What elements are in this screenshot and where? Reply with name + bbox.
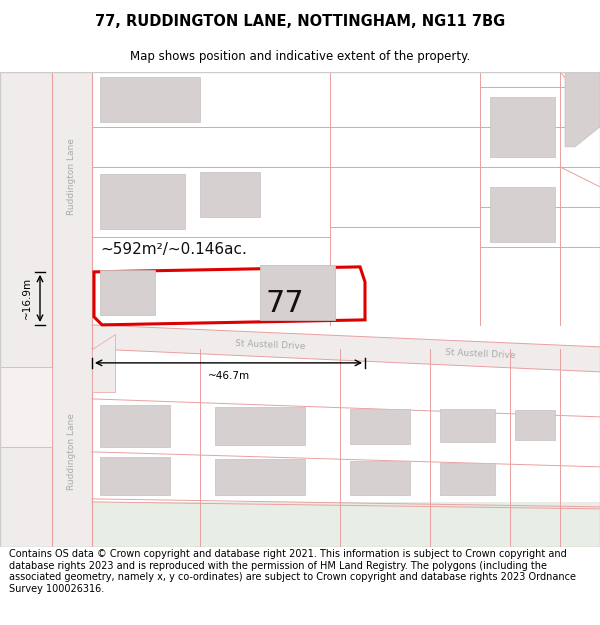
Polygon shape [92,325,600,372]
Bar [260,265,335,320]
Text: Ruddington Lane: Ruddington Lane [67,138,77,215]
Polygon shape [565,72,600,147]
Bar [440,463,495,495]
Polygon shape [92,334,115,392]
Bar [515,410,555,440]
Text: St Austell Drive: St Austell Drive [445,348,515,360]
Text: St Austell Drive: St Austell Drive [235,339,305,351]
Polygon shape [94,267,365,325]
Bar [100,77,200,122]
Bar [0,72,92,547]
Bar [490,97,555,157]
Bar [490,187,555,242]
Bar [440,409,495,442]
Bar [0,367,52,447]
Text: Contains OS data © Crown copyright and database right 2021. This information is : Contains OS data © Crown copyright and d… [9,549,576,594]
Bar [100,270,155,315]
Bar [200,172,260,217]
Text: 77, RUDDINGTON LANE, NOTTINGHAM, NG11 7BG: 77, RUDDINGTON LANE, NOTTINGHAM, NG11 7B… [95,14,505,29]
Bar [350,409,410,444]
Text: Map shows position and indicative extent of the property.: Map shows position and indicative extent… [130,50,470,63]
Bar [100,457,170,495]
Bar [215,459,305,495]
Bar [100,174,185,229]
Text: ~16.9m: ~16.9m [22,278,32,319]
Bar [350,461,410,495]
Bar [100,405,170,447]
Text: ~46.7m: ~46.7m [208,371,250,381]
Text: Ruddington Lane: Ruddington Lane [67,414,77,490]
Bar [0,502,600,547]
Text: 77: 77 [266,289,304,318]
Bar [215,407,305,445]
Text: ~592m²/~0.146ac.: ~592m²/~0.146ac. [100,242,247,257]
